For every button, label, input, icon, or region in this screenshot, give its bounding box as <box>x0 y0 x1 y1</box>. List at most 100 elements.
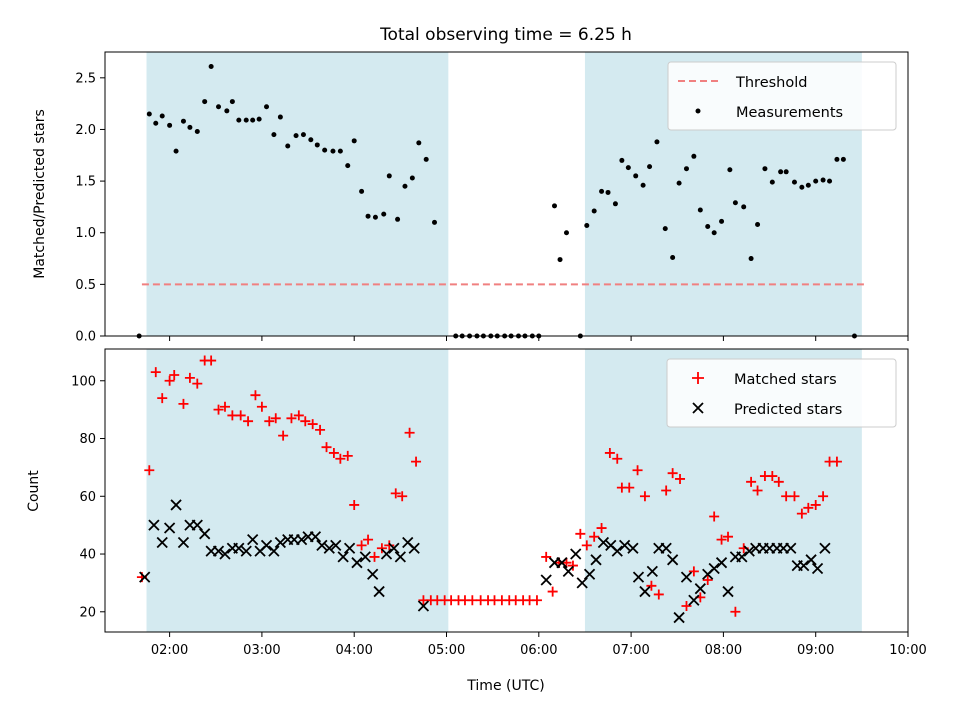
measurement-point <box>612 201 618 207</box>
predicted-star-marker <box>590 554 602 566</box>
measurement-point <box>732 200 738 206</box>
predicted-star-marker <box>408 542 420 554</box>
measurement-point <box>229 99 235 105</box>
measurement-point <box>271 132 277 138</box>
predicted-star-marker <box>736 551 748 563</box>
measurement-point <box>264 104 270 110</box>
bottom-x-ticks: 02:00 03:00 04:00 05:00 06:00 07:00 08:00 09:00… <box>151 632 927 658</box>
matched-star-marker <box>810 499 821 510</box>
observing-window-1 <box>146 349 449 632</box>
matched-star-marker <box>157 393 168 404</box>
measurement-point <box>187 124 193 130</box>
measurement-point <box>236 117 242 123</box>
matched-star-marker <box>767 471 778 482</box>
measurement-point <box>563 230 569 236</box>
y-tick-label: 2.5 <box>75 71 96 86</box>
measurement-point <box>805 182 811 188</box>
predicted-star-marker <box>688 594 700 606</box>
measurement-point <box>640 182 646 188</box>
predicted-star-marker <box>743 545 755 557</box>
measurement-point <box>762 166 768 172</box>
predicted-star-marker <box>798 559 810 572</box>
matched-star-marker <box>723 531 734 542</box>
measurement-point <box>791 179 797 185</box>
bottom-plot-frame <box>104 348 909 633</box>
y-tick-label: 80 <box>79 432 96 447</box>
predicted-star-marker <box>708 562 720 575</box>
matched-star-marker <box>184 372 195 383</box>
measurement-point <box>820 177 826 183</box>
measurement-point <box>654 139 660 145</box>
matched-star-marker <box>206 355 217 366</box>
matched-star-marker <box>746 476 757 487</box>
measurement-point <box>799 184 805 190</box>
legend-threshold-label: Threshold <box>735 75 807 91</box>
predicted-star-marker <box>219 548 231 560</box>
matched-star-marker <box>300 416 311 427</box>
matched-star-marker <box>384 540 395 551</box>
predicted-star-marker <box>191 519 203 531</box>
measurement-point <box>308 137 314 143</box>
predicted-star-marker <box>673 611 685 624</box>
matched-star-marker <box>789 491 800 502</box>
measurement-point <box>755 221 761 227</box>
predicted-star-markers <box>139 499 831 624</box>
predicted-star-marker <box>646 565 658 577</box>
matched-star-marker <box>243 416 254 427</box>
measurement-point <box>277 114 283 120</box>
matched-star-marker <box>192 378 203 389</box>
matched-star-marker <box>256 401 267 412</box>
top-panel: 0.0 0.5 1.0 1.5 2.0 2.5 Matched/Predicted sta… <box>32 51 909 345</box>
matched-star-marker <box>250 390 261 401</box>
measurement-point <box>285 143 291 149</box>
matched-star-marker <box>315 424 326 435</box>
y-tick-label: 2.0 <box>75 123 96 138</box>
matched-star-marker <box>604 447 615 458</box>
measurement-point <box>337 148 343 154</box>
predicted-star-marker <box>247 533 259 546</box>
measurement-point <box>691 153 697 159</box>
measurement-point <box>351 138 357 144</box>
predicted-star-marker <box>570 548 582 560</box>
measurement-point <box>372 214 378 220</box>
predicted-star-marker <box>260 539 273 552</box>
legend-predicted-swatch <box>692 402 704 414</box>
predicted-star-marker <box>163 522 176 534</box>
predicted-star-marker <box>316 539 328 552</box>
x-tick-label: 10:00 <box>889 643 926 658</box>
measurement-point <box>386 173 392 179</box>
top-y-axis-label: Matched/Predicted stars <box>32 109 48 279</box>
measurement-point <box>783 169 789 175</box>
predicted-star-marker <box>330 539 342 552</box>
predicted-star-marker <box>295 533 308 546</box>
matched-star-marker <box>624 482 635 493</box>
measurement-point <box>416 140 422 146</box>
matched-star-marker <box>667 468 678 479</box>
measurement-point <box>551 203 557 209</box>
predicted-star-marker <box>309 531 322 543</box>
matched-star-marker <box>818 491 829 502</box>
measurement-point <box>173 148 179 154</box>
top-legend: Threshold Measurements <box>667 61 897 131</box>
predicted-star-marker <box>540 574 552 586</box>
predicted-star-marker <box>811 562 824 575</box>
predicted-star-marker <box>268 545 280 557</box>
matched-star-marker <box>709 511 720 522</box>
predicted-star-marker <box>367 568 379 580</box>
measurement-point <box>224 108 230 114</box>
matched-star-marker <box>307 419 318 430</box>
predicted-star-marker <box>359 551 371 563</box>
matched-star-marker <box>349 499 360 510</box>
predicted-star-marker <box>627 542 639 554</box>
y-tick-label: 20 <box>79 605 96 620</box>
matched-star-marker <box>773 476 784 487</box>
measurement-point <box>625 165 631 171</box>
predicted-star-marker <box>785 542 797 554</box>
measurement-point <box>557 257 563 263</box>
matched-star-marker <box>293 410 304 421</box>
measurement-point <box>711 230 717 236</box>
predicted-star-marker <box>274 536 287 549</box>
predicted-star-marker <box>233 542 245 554</box>
matched-star-marker <box>169 369 180 380</box>
